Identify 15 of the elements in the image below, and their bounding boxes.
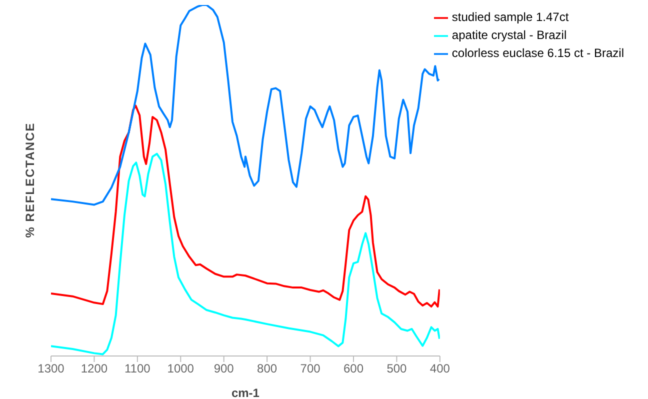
x-tick-label: 1200 bbox=[80, 362, 108, 376]
x-tick-label: 1000 bbox=[167, 362, 194, 376]
legend-label: studied sample 1.47ct bbox=[452, 10, 569, 24]
x-tick-label: 800 bbox=[257, 362, 278, 376]
x-axis-title: cm-1 bbox=[231, 386, 260, 399]
legend-label: colorless euclase 6.15 ct - Brazil bbox=[452, 46, 624, 60]
y-axis-title: % REFLECTANCE bbox=[23, 122, 37, 238]
x-tick-label: 1100 bbox=[124, 362, 151, 376]
x-tick-label: 900 bbox=[214, 362, 234, 376]
x-tick-label: 500 bbox=[386, 362, 408, 376]
x-tick-label: 700 bbox=[300, 362, 321, 376]
legend-label: apatite crystal - Brazil bbox=[452, 28, 567, 42]
x-tick-label: 1300 bbox=[38, 362, 65, 376]
x-tick-label: 400 bbox=[430, 362, 450, 376]
x-tick-label: 600 bbox=[343, 362, 364, 376]
